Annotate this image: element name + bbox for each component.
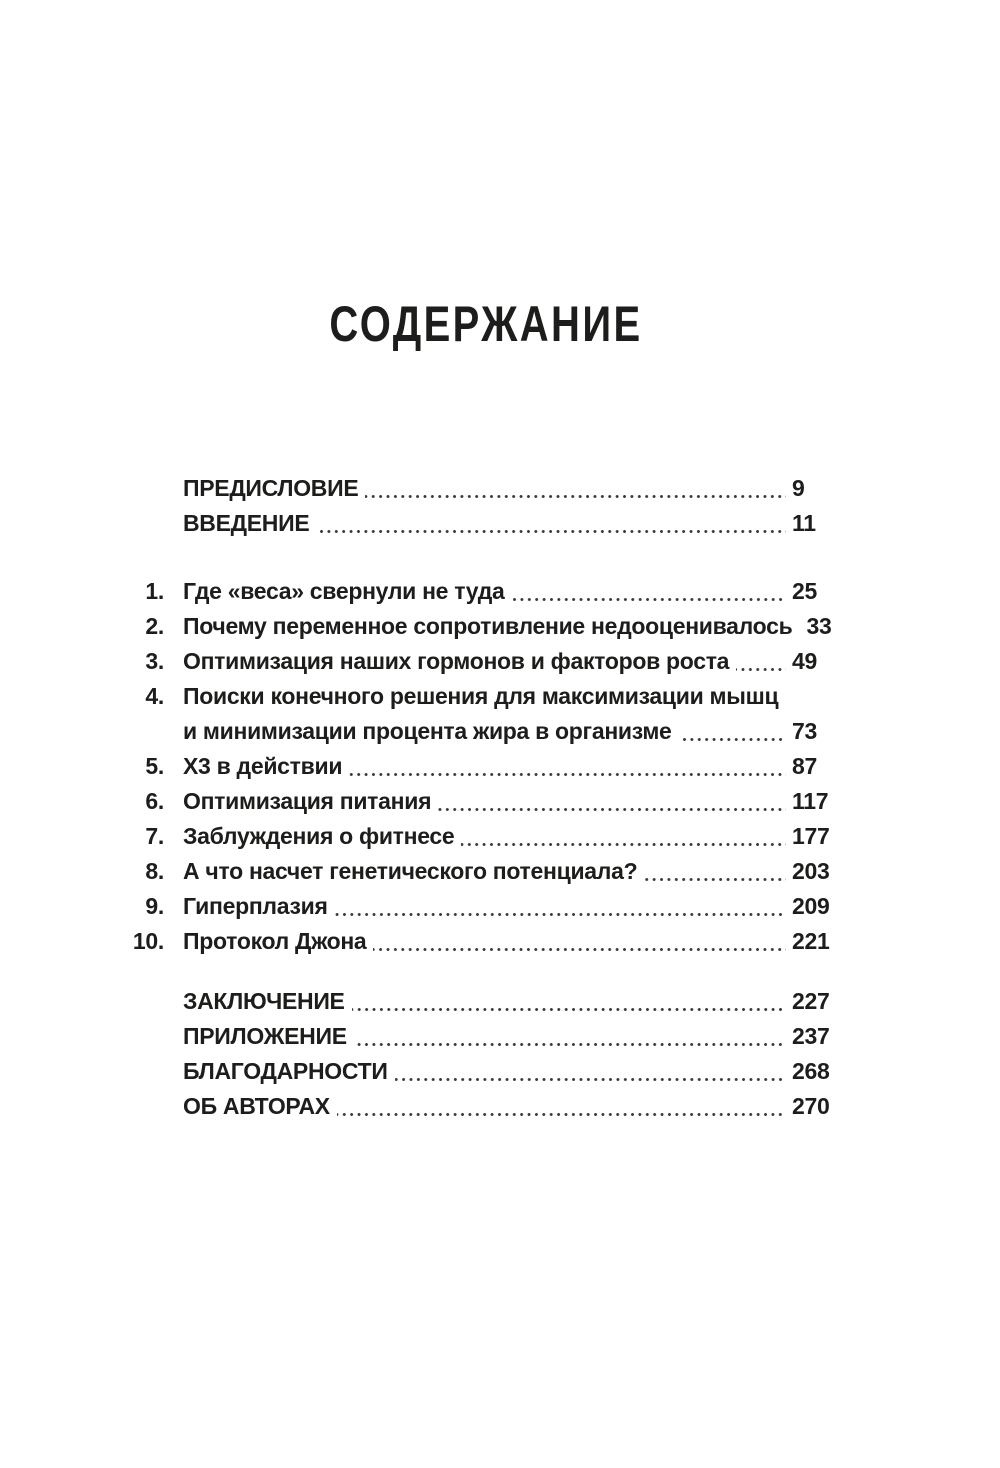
entry-label: ВВЕДЕНИЕ [183,510,310,536]
entry-label: Гиперплазия [183,893,328,919]
entry-label: Заблуждения о фитнесе [183,823,455,849]
page-number: 270 [792,1093,830,1119]
toc-row: 8. А что насчет генетического потенциала… [120,854,852,889]
toc-body: ПРЕДИСЛОВИЕ 9 ВВЕДЕНИЕ 11 1. Где «веса» … [120,471,852,1124]
toc-section-chapters: 1. Где «веса» свернули не туда 25 2. Поч… [120,574,852,959]
chapter-number: 1. [145,578,164,604]
dot-leader [792,609,804,644]
dot-leader [328,889,790,924]
toc-row: ПРИЛОЖЕНИЕ 237 [120,1019,852,1054]
page-number: 9 [792,475,805,501]
entry-label: Оптимизация питания [183,788,432,814]
entry-label: Поиски конечного решения для максимизаци… [183,683,779,709]
page-number: 268 [792,1058,830,1084]
entry-label: и минимизации процента жира в организме [183,718,672,744]
chapter-number: 10. [132,928,164,954]
entry-label: Почему переменное сопротивление недооцен… [183,613,793,639]
toc-row: 6. Оптимизация питания 117 [120,784,852,819]
page-number: 221 [792,928,830,954]
dot-leader [729,644,790,679]
toc-row: 9. Гиперплазия 209 [120,889,852,924]
page-number: 87 [792,753,817,779]
toc-row: ОБ АВТОРАХ 270 [120,1089,852,1124]
page-number: 49 [792,648,817,674]
entry-label: А что насчет генетического потенциала? [183,858,638,884]
page-number: 227 [792,988,830,1014]
toc-section-front-matter: ПРЕДИСЛОВИЕ 9 ВВЕДЕНИЕ 11 [120,471,852,541]
dot-leader [505,574,790,609]
chapter-number: 3. [145,648,164,674]
toc-row: ВВЕДЕНИЕ 11 [120,506,852,541]
dot-leader [366,924,790,959]
dot-leader [778,679,790,714]
dot-leader [342,749,790,784]
toc-row: БЛАГОДАРНОСТИ 268 [120,1054,852,1089]
dot-leader [672,714,790,749]
page-number: 209 [792,893,830,919]
chapter-number: 8. [145,858,164,884]
toc-row: 1. Где «веса» свернули не туда 25 [120,574,852,609]
page-number: 177 [792,823,830,849]
dot-leader [454,819,790,854]
toc-row: 3. Оптимизация наших гормонов и факторов… [120,644,852,679]
chapter-number: 6. [145,788,164,814]
entry-label: Протокол Джона [183,928,367,954]
dot-leader [431,784,790,819]
toc-row: 7. Заблуждения о фитнесе 177 [120,819,852,854]
chapter-number: 4. [145,683,164,709]
chapter-number: 9. [145,893,164,919]
dot-leader [388,1054,790,1089]
page-number: 203 [792,858,830,884]
page-number: 237 [792,1023,830,1049]
page-number: 11 [792,510,816,536]
page-number: 117 [792,788,829,814]
entry-label: Х3 в действии [183,753,343,779]
page-number: 73 [792,718,817,744]
chapter-number: 5. [145,753,164,779]
entry-label: ЗАКЛЮЧЕНИЕ [183,988,345,1014]
dot-leader [358,471,790,506]
entry-label: Оптимизация наших гормонов и факторов ро… [183,648,730,674]
toc-row: 4. Поиски конечного решения для максимиз… [120,679,852,714]
toc-section-back-matter: ЗАКЛЮЧЕНИЕ 227 ПРИЛОЖЕНИЕ 237 БЛАГОДАРНО… [120,984,852,1124]
entry-label: Где «веса» свернули не туда [183,578,505,604]
toc-row: 2. Почему переменное сопротивление недоо… [120,609,852,644]
toc-row: ПРЕДИСЛОВИЕ 9 [120,471,852,506]
chapter-number: 2. [145,613,164,639]
toc-row: ЗАКЛЮЧЕНИЕ 227 [120,984,852,1019]
page-number: 25 [792,578,817,604]
entry-label: ПРИЛОЖЕНИЕ [183,1023,347,1049]
toc-title: СОДЕРЖАНИЕ [329,296,643,352]
page-number: 33 [806,613,832,639]
dot-leader [309,506,790,541]
dot-leader [347,1019,790,1054]
dot-leader [330,1089,790,1124]
entry-label: ПРЕДИСЛОВИЕ [183,475,359,501]
toc-row: 5. Х3 в действии 87 [120,749,852,784]
dot-leader [637,854,790,889]
toc-row: и минимизации процента жира в организме … [120,714,852,749]
entry-label: БЛАГОДАРНОСТИ [183,1058,388,1084]
toc-row: 10. Протокол Джона 221 [120,924,852,959]
chapter-number: 7. [145,823,164,849]
entry-label: ОБ АВТОРАХ [183,1093,330,1119]
dot-leader [345,984,790,1019]
